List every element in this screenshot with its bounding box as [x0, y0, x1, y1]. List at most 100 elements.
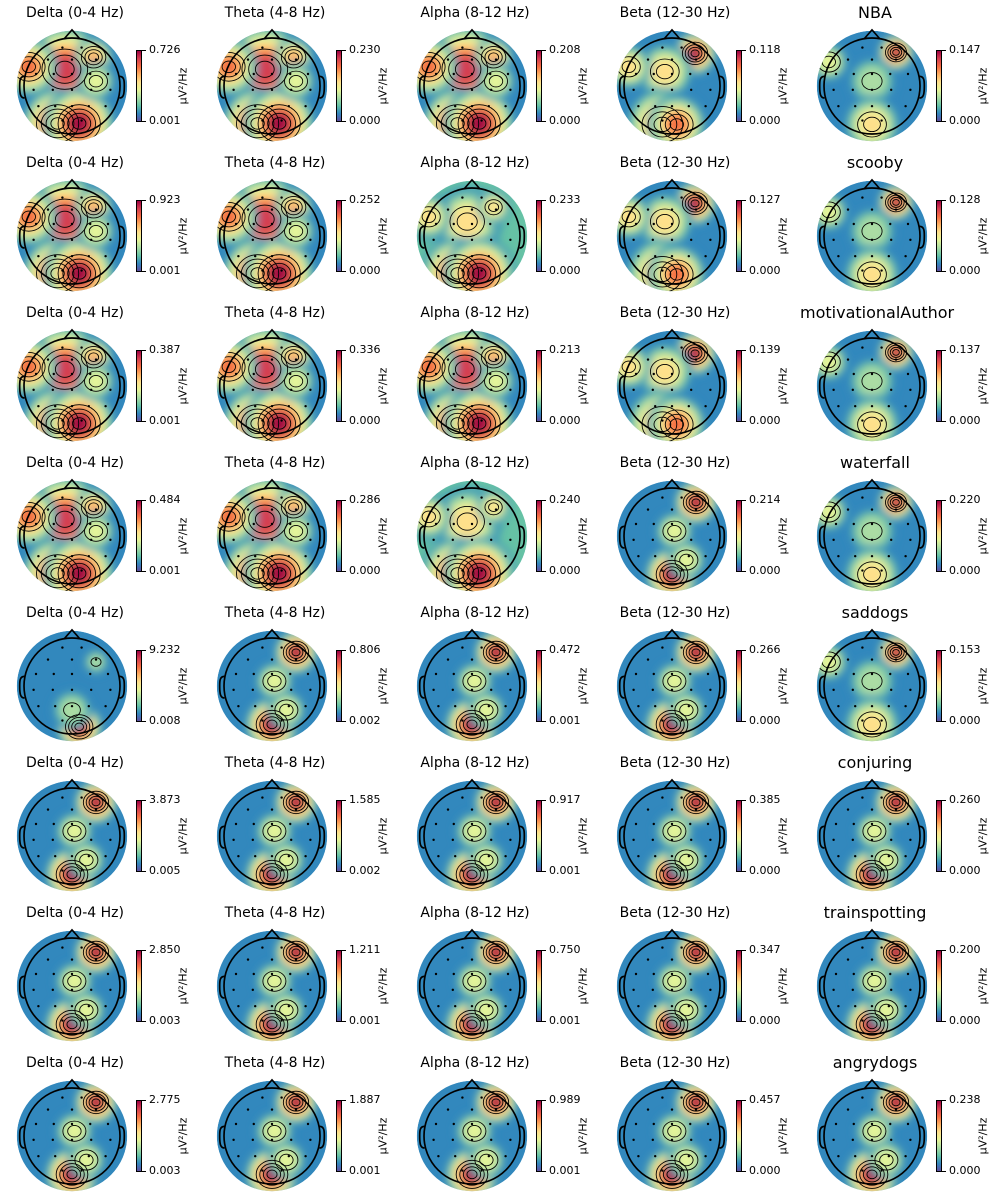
sensor-dot — [706, 372, 710, 376]
colorbar-tick — [142, 571, 146, 572]
sensor-dot — [646, 658, 650, 661]
sensor-dot — [652, 222, 655, 226]
contour-line — [80, 45, 107, 69]
sensor-dot — [80, 496, 83, 499]
sensor-dot — [290, 838, 293, 842]
sensor-dot — [870, 1122, 874, 1126]
contour-line — [466, 1169, 478, 1180]
sensor-dot — [34, 372, 38, 376]
contour-line — [72, 567, 87, 580]
colorbar — [936, 950, 942, 1022]
sensor-dot — [861, 869, 864, 872]
power-blob — [464, 971, 484, 991]
sensor-dot — [854, 404, 857, 408]
nose-outline — [863, 1078, 881, 1090]
sensor-dot — [880, 1019, 883, 1022]
sensor-dot — [470, 538, 474, 542]
sensor-dot — [832, 988, 835, 992]
left-ear-outline — [418, 825, 425, 849]
head-outline — [223, 937, 321, 1035]
colorbar-min-label: 0.001 — [149, 114, 181, 127]
left-ear-outline — [418, 375, 425, 399]
sensor-dot — [880, 1096, 883, 1099]
power-blob — [864, 1121, 884, 1141]
sensor-dot — [70, 854, 74, 858]
power-blob — [276, 700, 296, 720]
colorbar — [936, 200, 942, 272]
contour-line — [682, 490, 710, 515]
contour-line — [254, 210, 275, 228]
contour-line — [291, 648, 301, 657]
sensor-dot — [670, 704, 674, 708]
sensor-dot — [109, 238, 112, 242]
right-ear-outline — [519, 75, 526, 99]
colorbar-max-label: 0.989 — [549, 1093, 581, 1106]
topomap-head — [216, 28, 328, 142]
sensor-dot — [70, 72, 74, 76]
sensor-dot — [289, 972, 292, 976]
contour-line — [655, 213, 674, 230]
sensor-dot — [234, 672, 238, 676]
colorbar-max-label: 0.923 — [149, 193, 181, 206]
contour-line — [879, 1003, 894, 1017]
power-blob — [864, 821, 884, 841]
sensor-dot — [706, 822, 710, 826]
sensor-dot — [470, 554, 474, 558]
band-title: Theta (4-8 Hz) — [224, 605, 326, 621]
sensor-dot — [687, 254, 690, 258]
sensor-dot — [232, 688, 235, 692]
colorbar — [136, 950, 142, 1022]
sensor-dot — [304, 854, 307, 858]
sensor-dot — [470, 1138, 474, 1142]
right-ear-outline — [919, 375, 926, 399]
colorbar-unit-label: µV²/Hz — [176, 667, 190, 705]
sensor-dot — [306, 372, 310, 376]
colorbar-min-label: 0.000 — [949, 864, 981, 877]
contour-line — [491, 1098, 501, 1107]
contour-line — [236, 104, 280, 142]
colorbar-min-label: 0.000 — [349, 414, 381, 427]
contour-line — [682, 790, 710, 815]
sensor-dot — [270, 822, 274, 826]
head-outline — [423, 1087, 521, 1185]
power-blob — [676, 550, 696, 570]
contour-line — [262, 670, 287, 692]
contour-line — [255, 859, 289, 889]
contour-line — [684, 44, 706, 63]
right-ear-outline — [719, 225, 726, 249]
topomap-head — [816, 478, 928, 592]
colorbar-min-label: 0.001 — [349, 1164, 381, 1177]
band-title: Beta (12-30 Hz) — [619, 755, 731, 771]
sensor-dot — [106, 822, 110, 826]
sensor-dot — [34, 972, 38, 976]
colorbar-max-label: 0.153 — [949, 643, 981, 656]
left-ear-outline — [418, 1125, 425, 1149]
topomap-head — [816, 178, 928, 292]
contour-line — [282, 640, 310, 665]
contour-line — [859, 1163, 885, 1186]
topomap-panel: Theta (4-8 Hz) 1.585 0.002 µV²/Hz — [200, 750, 400, 900]
sensor-dot — [452, 1122, 455, 1126]
sensor-dot — [32, 688, 35, 692]
contour-line — [866, 869, 878, 880]
band-title: Theta (4-8 Hz) — [224, 1055, 326, 1071]
sensor-dot — [52, 972, 55, 976]
contour-line — [679, 1003, 694, 1017]
sensor-dot — [880, 1169, 883, 1172]
contour-line — [257, 554, 301, 592]
sensor-dot — [470, 222, 474, 226]
sensor-dot — [837, 254, 840, 258]
left-ear-outline — [818, 1125, 825, 1149]
contour-line — [45, 412, 70, 434]
power-blob — [469, 113, 489, 134]
contour-line — [682, 1090, 710, 1115]
sensor-dot — [70, 208, 74, 211]
sensor-dot — [270, 972, 274, 976]
power-blob — [86, 500, 101, 515]
contour-line — [274, 999, 299, 1021]
sensor-dot — [646, 58, 650, 61]
sensor-dot — [904, 704, 907, 708]
power-blob — [486, 50, 501, 65]
sensor-dot — [70, 238, 74, 242]
sensor-dot — [461, 269, 464, 272]
